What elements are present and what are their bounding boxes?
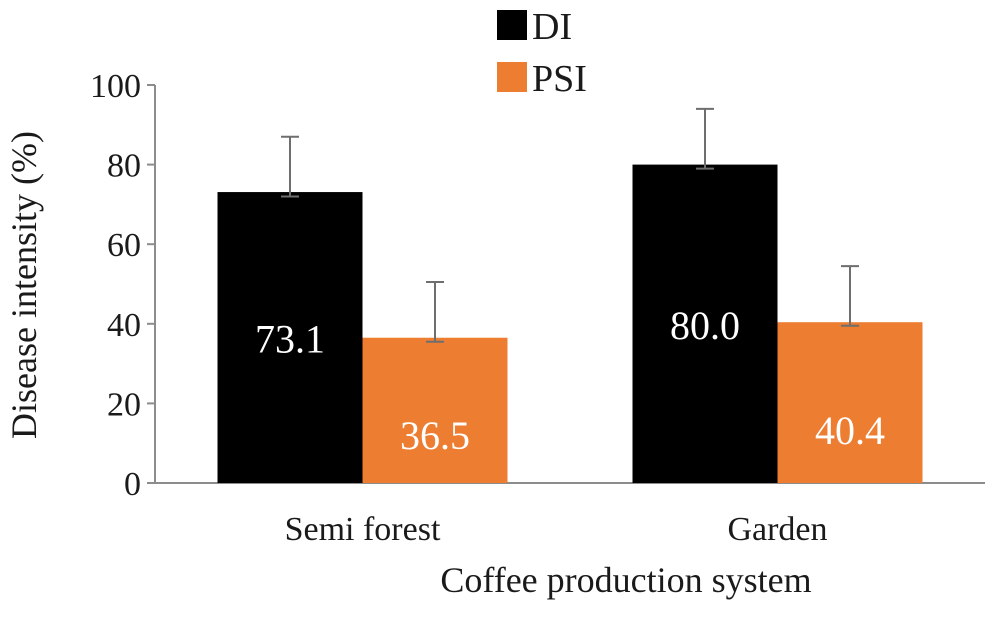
data-label: 80.0 [670,303,740,348]
legend-swatch [497,62,527,92]
legend-swatch [497,10,527,40]
bar [362,337,508,483]
y-axis: 0 20 40 60 80 100 [90,68,156,503]
bars [217,107,923,483]
legend: DI PSI [497,6,587,100]
x-axis-title: Coffee production system [440,560,811,600]
bar [632,164,778,483]
y-tick-label: 40 [107,307,141,344]
y-tick-label: 60 [107,227,141,264]
legend-label: DI [532,6,572,48]
data-labels: 73.1 36.5 80.0 40.4 [255,303,885,458]
data-label: 36.5 [400,413,470,458]
legend-label: PSI [532,58,587,100]
bar [777,322,923,483]
y-tick-label: 20 [107,386,141,423]
data-label: 73.1 [255,317,325,362]
y-tick-label: 80 [107,148,141,185]
bar [217,192,363,483]
x-tick-label: Semi forest [285,511,441,548]
data-label: 40.4 [815,408,885,453]
y-tick-label: 0 [124,466,141,503]
x-axis: Semi forest Garden [155,482,985,548]
x-tick-label: Garden [727,511,827,548]
y-axis-title: Disease intensity (%) [4,131,44,439]
y-tick-label: 100 [90,68,141,105]
